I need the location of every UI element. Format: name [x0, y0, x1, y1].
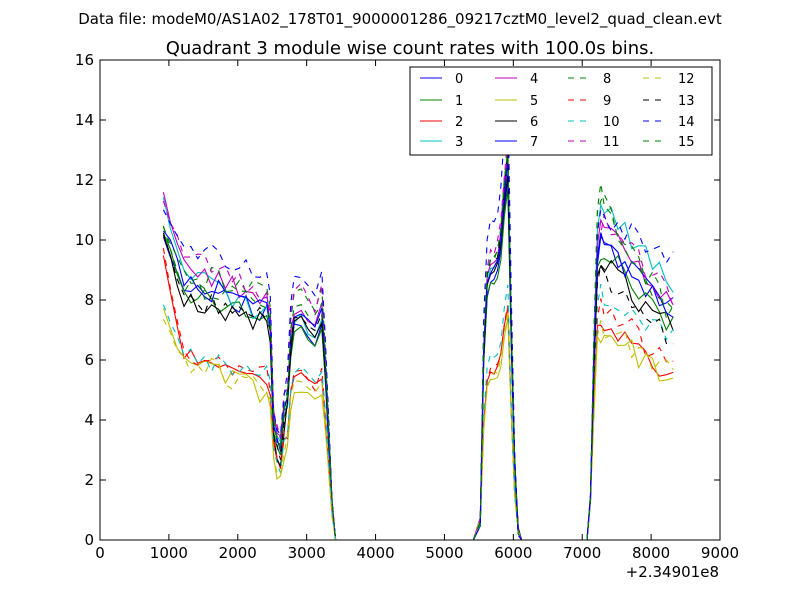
series-6-orbit-1 — [162, 234, 337, 541]
legend-label-12: 12 — [678, 72, 695, 87]
legend-box — [409, 66, 713, 156]
series-13-orbit-1 — [162, 232, 337, 541]
y-tick-label: 12 — [75, 171, 94, 189]
series-11 — [162, 137, 674, 541]
legend-label-6: 6 — [530, 115, 538, 130]
x-tick-label: 7000 — [563, 544, 601, 562]
y-tick-label: 14 — [75, 111, 94, 129]
legend-label-8: 8 — [603, 72, 611, 87]
series-2-orbit-1 — [162, 255, 337, 541]
series-8-orbit-1 — [162, 227, 337, 541]
y-tick-label: 6 — [84, 351, 94, 369]
legend-label-9: 9 — [603, 94, 611, 109]
series-7-orbit-1 — [162, 230, 337, 541]
series-5-orbit-3 — [586, 334, 674, 541]
legend-label-15: 15 — [678, 135, 695, 150]
legend-label-2: 2 — [455, 115, 463, 130]
legend-label-10: 10 — [603, 115, 620, 130]
y-tick-label: 10 — [75, 231, 94, 249]
series-5-orbit-1 — [162, 308, 337, 541]
y-tick-label: 8 — [84, 291, 94, 309]
series-group — [162, 92, 674, 541]
ticks-group: 0 1000 2000 3000 4000 5000 6000 7000 8000 9000 0 2 4… — [75, 51, 739, 562]
x-tick-label: 3000 — [288, 544, 326, 562]
x-tick-label: 4000 — [356, 544, 394, 562]
series-10-orbit-2 — [472, 284, 523, 541]
series-15 — [162, 148, 674, 541]
legend-label-5: 5 — [530, 94, 538, 109]
legend-label-3: 3 — [455, 135, 463, 150]
series-14-orbit-2 — [472, 92, 523, 541]
figure-suptitle: Data file: modeM0/AS1A02_178T01_90000012… — [78, 10, 722, 29]
x-tick-label: 0 — [95, 544, 105, 562]
y-tick-label: 2 — [84, 471, 94, 489]
legend-label-4: 4 — [530, 72, 538, 87]
x-tick-label: 1000 — [150, 544, 188, 562]
x-tick-label: 9000 — [701, 544, 739, 562]
series-1-orbit-1 — [162, 233, 337, 541]
series-10-orbit-1 — [162, 304, 337, 541]
legend-label-0: 0 — [455, 72, 463, 87]
series-12-orbit-2 — [472, 310, 523, 541]
x-offset-label: +2.34901e8 — [626, 563, 719, 581]
legend-label-7: 7 — [530, 135, 538, 150]
series-9-orbit-1 — [162, 248, 337, 541]
x-tick-label: 2000 — [219, 544, 257, 562]
x-tick-label: 5000 — [425, 544, 463, 562]
chart-title: Quadrant 3 module wise count rates with … — [166, 38, 655, 59]
y-tick-label: 4 — [84, 411, 94, 429]
series-12-orbit-1 — [162, 319, 337, 541]
series-14-orbit-1 — [162, 209, 337, 541]
legend-label-1: 1 — [455, 94, 463, 109]
legend-label-11: 11 — [603, 135, 620, 150]
series-10 — [162, 284, 674, 541]
series-4-orbit-1 — [162, 191, 337, 541]
x-tick-label: 6000 — [494, 544, 532, 562]
legend-label-14: 14 — [678, 115, 695, 130]
series-11-orbit-3 — [586, 212, 674, 541]
y-tick-label: 0 — [84, 531, 94, 549]
series-15-orbit-1 — [162, 225, 337, 541]
series-13-orbit-3 — [586, 263, 674, 541]
series-15-orbit-3 — [586, 183, 674, 541]
series-12 — [162, 310, 674, 541]
series-12-orbit-3 — [586, 320, 674, 541]
series-10-orbit-3 — [586, 284, 674, 541]
legend-label-13: 13 — [678, 94, 695, 109]
series-11-orbit-1 — [162, 200, 337, 541]
x-tick-label: 8000 — [632, 544, 670, 562]
y-tick-label: 16 — [75, 51, 94, 69]
